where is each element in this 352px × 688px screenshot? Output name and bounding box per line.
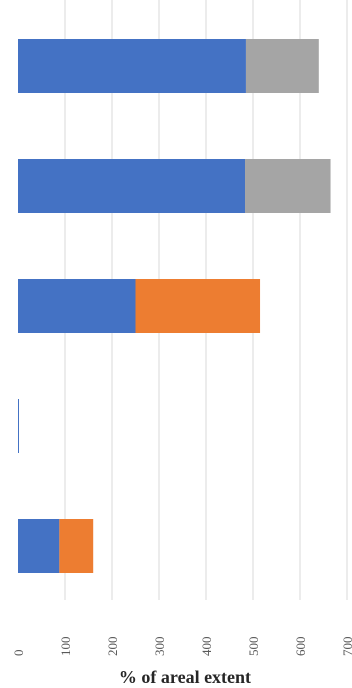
bar-1-segment-3 bbox=[245, 39, 319, 93]
x-tick-label: 400 bbox=[199, 637, 214, 657]
bar-5-segment-2 bbox=[59, 519, 94, 573]
x-tick-label: 0 bbox=[11, 650, 26, 657]
bar-3-segment-2 bbox=[135, 279, 261, 333]
bar-2-segment-3 bbox=[245, 159, 331, 213]
x-tick-label: 500 bbox=[246, 637, 261, 657]
bar-3-segment-1 bbox=[18, 279, 136, 333]
x-axis-title: % of areal extent bbox=[119, 667, 251, 687]
x-tick-label: 700 bbox=[340, 637, 352, 657]
x-tick-label: 600 bbox=[293, 637, 308, 657]
bar-1-segment-1 bbox=[18, 39, 246, 93]
bar-5-segment-1 bbox=[18, 519, 60, 573]
x-tick-labels: 0 100 200 300 400 500 600 700 bbox=[11, 637, 352, 657]
bar-4-segment-1 bbox=[18, 399, 19, 453]
bars bbox=[18, 39, 331, 573]
bar-2-segment-1 bbox=[18, 159, 246, 213]
x-tick-label: 300 bbox=[152, 637, 167, 657]
x-tick-label: 100 bbox=[58, 637, 73, 657]
x-tick-label: 200 bbox=[105, 637, 120, 657]
